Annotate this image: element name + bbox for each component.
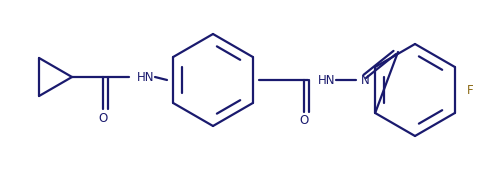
Text: N: N (361, 73, 370, 87)
Text: O: O (299, 115, 308, 127)
Text: F: F (467, 83, 474, 97)
Text: HN: HN (137, 70, 155, 83)
Text: O: O (98, 112, 108, 125)
Text: HN: HN (318, 73, 336, 87)
